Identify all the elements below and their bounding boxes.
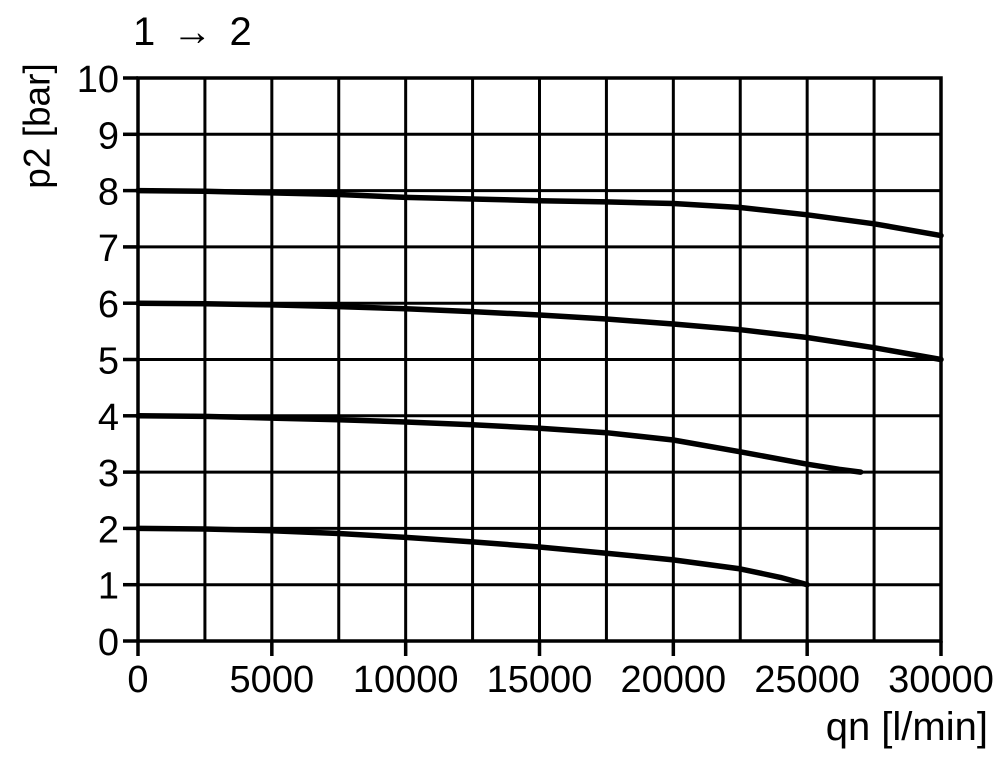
x-tick-label: 5000 xyxy=(230,659,315,701)
chart-title: 1 → 2 xyxy=(133,10,255,54)
curve-4bar xyxy=(135,413,864,475)
gridlines xyxy=(136,76,943,643)
y-tick-label: 6 xyxy=(98,284,119,326)
y-tick-label: 8 xyxy=(98,172,119,214)
y-tick-label: 5 xyxy=(98,341,119,383)
y-tick-label: 10 xyxy=(77,59,119,101)
curve-6bar xyxy=(135,300,944,363)
y-tick-label: 4 xyxy=(98,397,119,439)
x-tick-label: 10000 xyxy=(353,659,459,701)
y-tick-label: 7 xyxy=(98,228,119,270)
x-tick-label: 0 xyxy=(127,659,148,701)
y-tick-label: 2 xyxy=(98,509,119,551)
x-axis-label: qn [l/min] xyxy=(825,705,988,749)
x-tick-label: 30000 xyxy=(888,659,994,701)
curve-2bar xyxy=(135,525,810,588)
x-ticks xyxy=(136,641,943,656)
y-tick-label: 0 xyxy=(98,622,119,664)
y-tick-label: 1 xyxy=(98,566,119,608)
y-tick-label: 3 xyxy=(98,453,119,495)
y-tick-label: 9 xyxy=(98,115,119,157)
curve-8bar xyxy=(135,187,944,239)
x-tick-label: 15000 xyxy=(487,659,593,701)
x-tick-labels: 0 5000 10000 15000 20000 25000 30000 xyxy=(127,659,993,701)
curves xyxy=(135,187,944,588)
y-ticks xyxy=(123,76,138,643)
x-tick-label: 20000 xyxy=(620,659,726,701)
x-tick-label: 25000 xyxy=(754,659,860,701)
y-tick-labels: 0 1 2 3 4 5 6 7 8 9 10 xyxy=(77,59,119,664)
